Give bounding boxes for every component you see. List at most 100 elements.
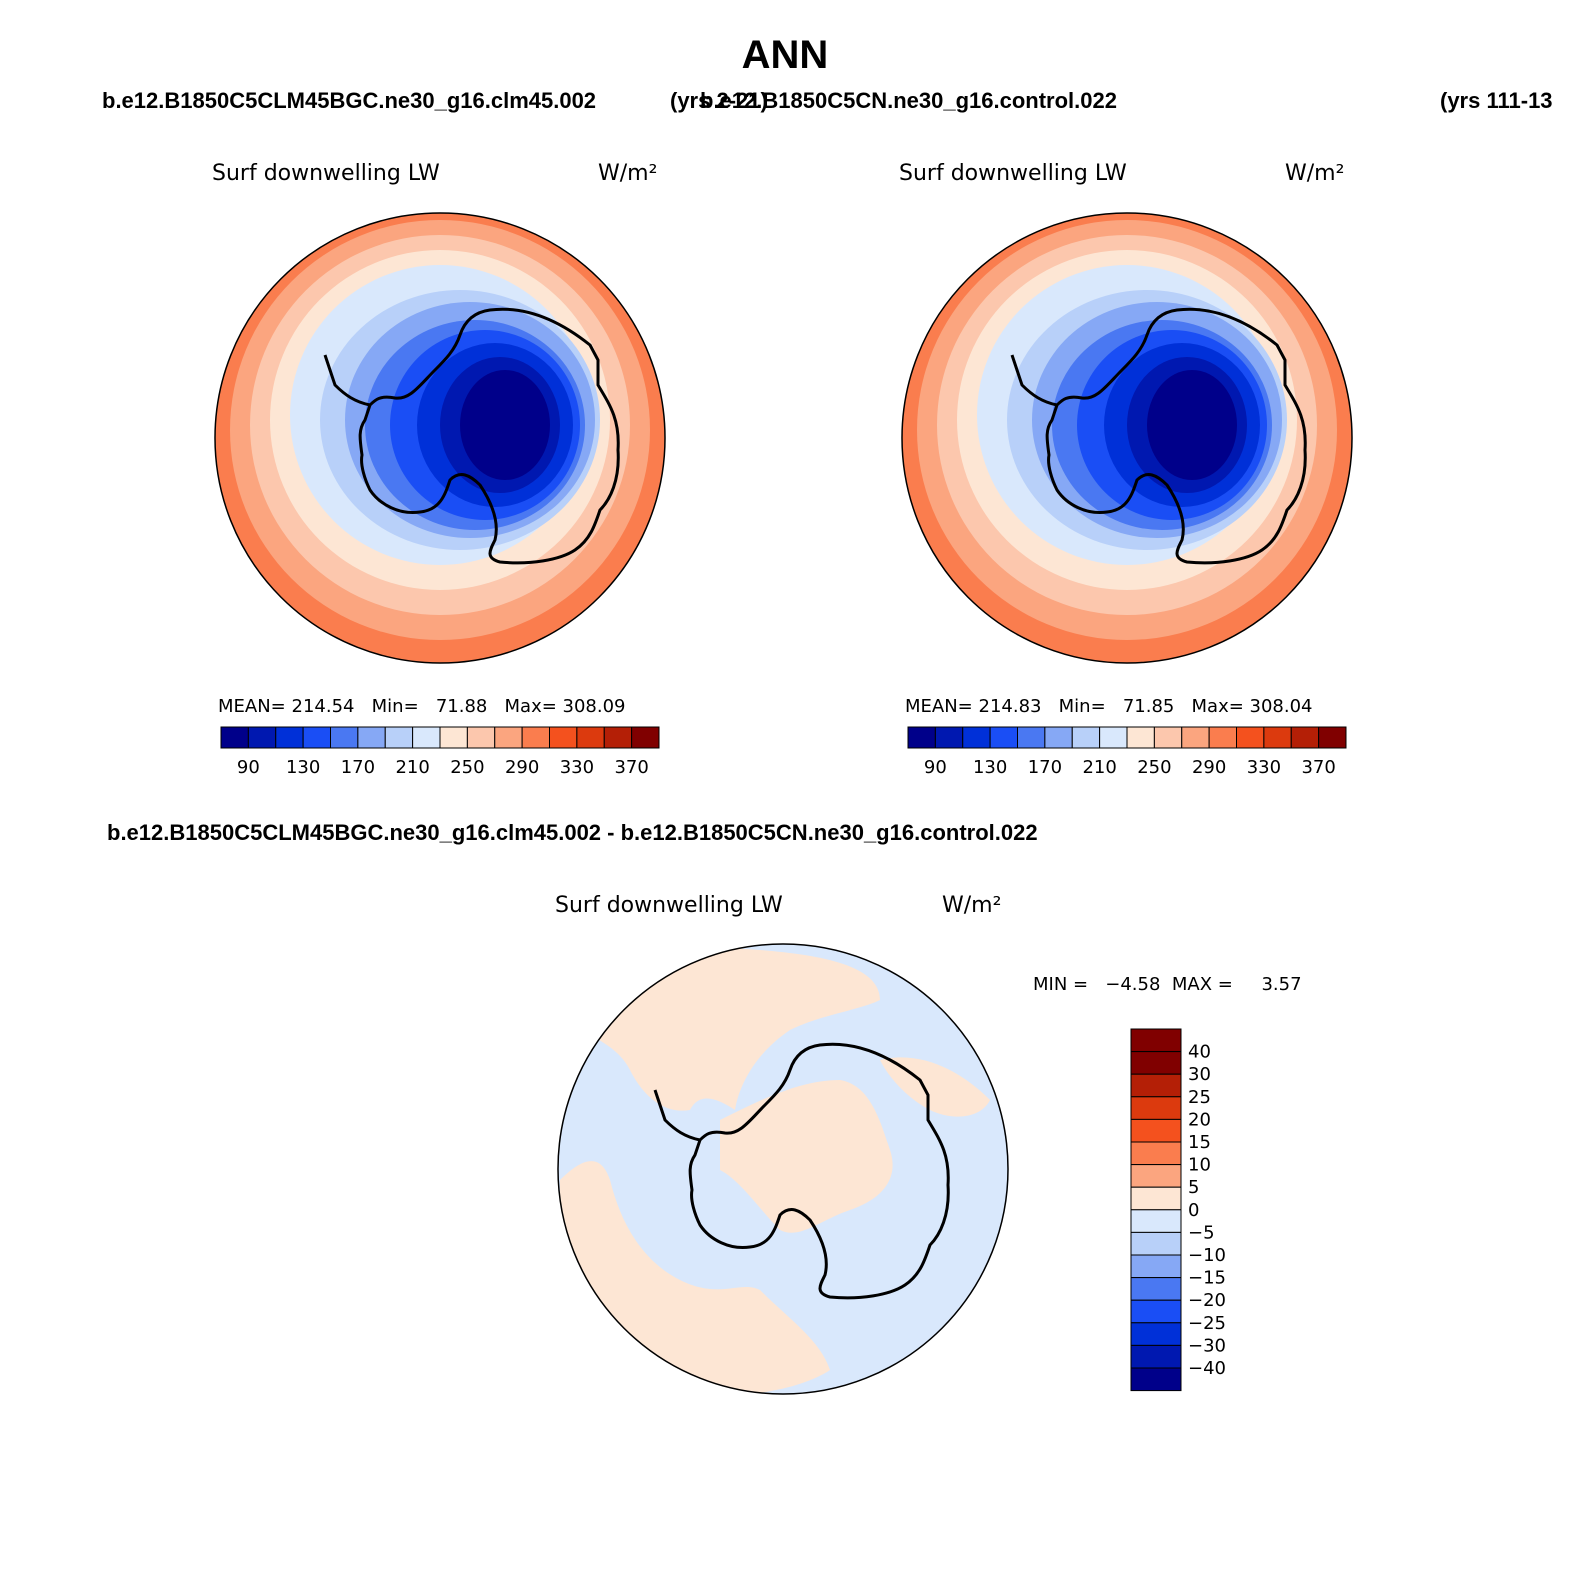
difference-colorbar-tick-label: 30 bbox=[1188, 1064, 1211, 1085]
control-colorbar-tick-label: 130 bbox=[973, 757, 1007, 778]
control-variable-label: Surf downwelling LW bbox=[899, 161, 1127, 186]
control-colorbar-box bbox=[1290, 726, 1320, 749]
control-colorbar-box bbox=[934, 726, 964, 749]
case-colorbar-box bbox=[549, 726, 578, 749]
difference-colorbar-tick-label: −10 bbox=[1188, 1245, 1226, 1266]
difference-colorbar-box bbox=[1130, 1277, 1182, 1301]
case-colorbar-tick-label: 330 bbox=[560, 757, 594, 778]
difference-colorbar-tick-label: 25 bbox=[1188, 1087, 1211, 1108]
case-colorbar-box bbox=[247, 726, 277, 749]
difference-variable-label: Surf downwelling LW bbox=[555, 893, 783, 918]
control-colorbar-box bbox=[1099, 726, 1128, 749]
difference-colorbar-tick-label: −5 bbox=[1188, 1222, 1215, 1243]
control-colorbar-box bbox=[1044, 726, 1073, 749]
control-colorbar-box bbox=[1263, 726, 1292, 749]
difference-colorbar-tick-label: 10 bbox=[1188, 1155, 1211, 1176]
difference-colorbar-tick-label: 20 bbox=[1188, 1109, 1211, 1130]
case-colorbar-box bbox=[631, 726, 660, 749]
case-colorbar-box bbox=[412, 726, 441, 749]
difference-colorbar-tick-label: −30 bbox=[1188, 1335, 1226, 1356]
control-title: b.e12.B1850C5CN.ne30_g16.control.022 bbox=[700, 88, 1117, 113]
case-colorbar-box bbox=[603, 726, 633, 749]
figure-title: ANN bbox=[742, 33, 829, 77]
control-panel: Surf downwelling LW W/m² MEAN= 214.83 Mi… bbox=[899, 161, 1353, 778]
difference-colorbar-box bbox=[1130, 1096, 1182, 1120]
case-colorbar-box bbox=[494, 726, 523, 749]
case-units-label: W/m² bbox=[598, 161, 657, 186]
difference-colorbar-tick-label: 0 bbox=[1188, 1200, 1199, 1221]
difference-colorbar-box bbox=[1130, 1322, 1182, 1346]
case-title: b.e12.B1850C5CLM45BGC.ne30_g16.clm45.002 bbox=[102, 88, 596, 113]
control-units-label: W/m² bbox=[1285, 161, 1344, 186]
case-colorbar-box bbox=[357, 726, 386, 749]
difference-colorbar-box bbox=[1130, 1073, 1182, 1098]
difference-colorbar-box bbox=[1130, 1051, 1182, 1075]
difference-colorbar-box bbox=[1130, 1164, 1182, 1188]
difference-colorbar-box bbox=[1130, 1254, 1182, 1279]
case-years: (yrs 2-21) bbox=[670, 88, 768, 113]
case-polar-map bbox=[215, 213, 665, 663]
control-colorbar-tick-label: 330 bbox=[1247, 757, 1281, 778]
control-colorbar-box bbox=[907, 726, 936, 749]
control-colorbar-box bbox=[962, 726, 991, 749]
control-colorbar: 90 130 170 210 250 290 330 370 bbox=[907, 726, 1347, 778]
control-colorbar-box bbox=[1181, 726, 1210, 749]
case-colorbar-box bbox=[439, 726, 468, 749]
difference-colorbar-tick-label: −40 bbox=[1188, 1358, 1226, 1379]
case-colorbar-tick-label: 90 bbox=[237, 757, 260, 778]
control-colorbar-box bbox=[1318, 726, 1347, 749]
difference-colorbar-tick-label: 15 bbox=[1188, 1132, 1211, 1153]
difference-colorbar-tick-label: −15 bbox=[1188, 1268, 1226, 1289]
difference-map-border bbox=[557, 943, 1009, 1395]
difference-colorbar-box bbox=[1130, 1367, 1182, 1392]
control-colorbar-box bbox=[1208, 726, 1237, 749]
case-colorbar-tick-label: 290 bbox=[505, 757, 539, 778]
difference-colorbar-tick-label: −25 bbox=[1188, 1313, 1226, 1334]
control-colorbar-box bbox=[1126, 726, 1155, 749]
control-colorbar-box bbox=[1071, 726, 1101, 749]
case-stats: MEAN= 214.54 Min= 71.88 Max= 308.09 bbox=[218, 696, 626, 717]
difference-units-label: W/m² bbox=[942, 893, 1001, 918]
case-colorbar-box bbox=[275, 726, 304, 749]
case-colorbar-box bbox=[384, 726, 414, 749]
case-colorbar: 90 130 170 210 250 290 330 370 bbox=[220, 726, 660, 778]
control-colorbar-box bbox=[989, 726, 1018, 749]
control-colorbar-tick-label: 210 bbox=[1082, 757, 1116, 778]
control-colorbar-tick-label: 290 bbox=[1192, 757, 1226, 778]
difference-colorbar-box bbox=[1130, 1344, 1182, 1369]
case-colorbar-box bbox=[220, 726, 249, 749]
difference-polar-map bbox=[558, 944, 1008, 1394]
control-colorbar-tick-label: 370 bbox=[1301, 757, 1335, 778]
control-colorbar-tick-label: 250 bbox=[1137, 757, 1171, 778]
difference-colorbar-tick-label: −20 bbox=[1188, 1290, 1226, 1311]
difference-colorbar-box bbox=[1130, 1209, 1182, 1233]
case-colorbar-box bbox=[466, 726, 496, 749]
difference-colorbar-box bbox=[1130, 1231, 1182, 1256]
case-colorbar-tick-label: 210 bbox=[395, 757, 429, 778]
case-colorbar-box bbox=[576, 726, 605, 749]
control-years: (yrs 111-13 bbox=[1440, 88, 1553, 113]
case-map-border bbox=[214, 212, 666, 664]
difference-colorbar-box bbox=[1130, 1186, 1182, 1211]
control-colorbar-box bbox=[1236, 726, 1265, 749]
case-colorbar-box bbox=[302, 726, 331, 749]
difference-stats: MIN = −4.58 MAX = 3.57 bbox=[1033, 974, 1302, 995]
difference-colorbar-box bbox=[1130, 1299, 1182, 1324]
difference-colorbar-tick-label: 40 bbox=[1188, 1042, 1211, 1063]
case-colorbar-box bbox=[330, 726, 359, 749]
case-panel: Surf downwelling LW W/m² MEAN= 214.54 Mi… bbox=[212, 161, 666, 778]
difference-panel: Surf downwelling LW W/m² MIN = −4.58 MAX… bbox=[555, 893, 1302, 1395]
difference-colorbar-box bbox=[1130, 1118, 1182, 1143]
control-colorbar-tick-label: 90 bbox=[924, 757, 947, 778]
case-colorbar-tick-label: 170 bbox=[341, 757, 375, 778]
control-map-border bbox=[901, 212, 1353, 664]
difference-title: b.e12.B1850C5CLM45BGC.ne30_g16.clm45.002… bbox=[107, 820, 1038, 845]
control-stats: MEAN= 214.83 Min= 71.85 Max= 308.04 bbox=[905, 696, 1313, 717]
case-colorbar-tick-label: 370 bbox=[614, 757, 648, 778]
case-colorbar-box bbox=[521, 726, 550, 749]
case-colorbar-tick-label: 250 bbox=[450, 757, 484, 778]
difference-colorbar-tick-label: 5 bbox=[1188, 1177, 1199, 1198]
control-colorbar-box bbox=[1017, 726, 1046, 749]
case-colorbar-tick-label: 130 bbox=[286, 757, 320, 778]
